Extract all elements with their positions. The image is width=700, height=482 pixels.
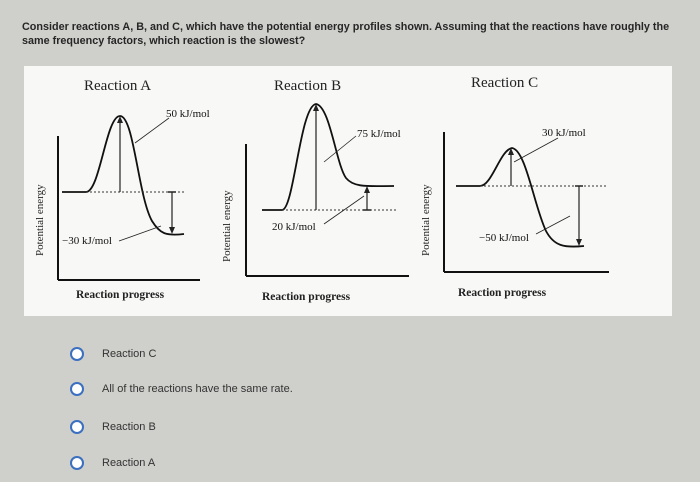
panel-c-dh-label: −50 kJ/mol: [479, 232, 529, 244]
panel-b-title: Reaction B: [274, 78, 341, 94]
panel-a: 50 kJ/mol −30 kJ/mol Potential energy Re…: [34, 108, 210, 301]
option-reaction-c[interactable]: Reaction C: [70, 344, 390, 364]
option-reaction-a[interactable]: Reaction A: [70, 453, 390, 473]
radio-button[interactable]: [70, 420, 84, 434]
panel-b-curve: [262, 103, 395, 211]
option-reaction-b[interactable]: Reaction B: [70, 417, 390, 437]
panel-a-title: Reaction A: [84, 78, 151, 94]
panel-b-x-label: Reaction progress: [262, 291, 351, 303]
panel-c: 30 kJ/mol −50 kJ/mol Potential energy Re…: [420, 127, 609, 299]
panel-b-barrier-label: 75 kJ/mol: [357, 128, 401, 140]
panel-c-curve: [456, 147, 585, 248]
panel-a-y-label: Potential energy: [34, 184, 46, 256]
panel-b-dh-label: 20 kJ/mol: [272, 221, 316, 233]
panel-c-x-label: Reaction progress: [458, 287, 547, 299]
panel-c-title: Reaction C: [471, 75, 538, 91]
panel-c-barrier-label: 30 kJ/mol: [542, 127, 586, 139]
panel-b-y-label: Potential energy: [221, 190, 233, 262]
radio-button[interactable]: [70, 382, 84, 396]
option-label: Reaction B: [102, 421, 156, 433]
panel-b: 75 kJ/mol 20 kJ/mol Potential energy Rea…: [221, 103, 409, 303]
panel-a-x-label: Reaction progress: [76, 289, 165, 301]
panel-a-curve: [62, 115, 185, 236]
option-label: Reaction C: [102, 348, 157, 360]
radio-button[interactable]: [70, 456, 84, 470]
panel-a-dh-label: −30 kJ/mol: [62, 235, 112, 247]
question-text: Consider reactions A, B, and C, which ha…: [22, 21, 670, 47]
option-label: Reaction A: [102, 457, 156, 469]
option-label: All of the reactions have the same rate.: [102, 383, 293, 395]
panel-c-y-label: Potential energy: [420, 184, 432, 256]
panel-a-barrier-label: 50 kJ/mol: [166, 108, 210, 120]
radio-button[interactable]: [70, 347, 84, 361]
energy-profile-figure: Reaction A Reaction B Reaction C 50 kJ/m…: [24, 66, 672, 316]
option-same-rate[interactable]: All of the reactions have the same rate.: [70, 379, 390, 399]
